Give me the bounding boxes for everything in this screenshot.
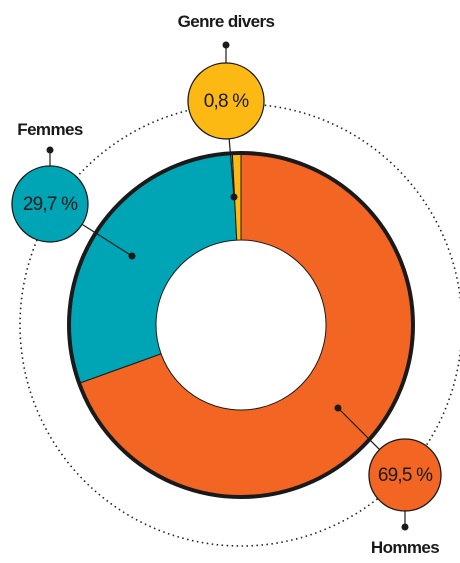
leader-dot bbox=[334, 404, 342, 412]
leader-dot bbox=[128, 252, 136, 260]
category-label: Femmes bbox=[17, 120, 83, 139]
value-bubble bbox=[368, 438, 442, 512]
category-label: Genre divers bbox=[178, 12, 275, 31]
annotations: 69,5 % Hommes 29,7 % Femmes 0,8 % Genre diver… bbox=[11, 12, 442, 557]
value-label: 29,7 % bbox=[23, 194, 78, 215]
label-dot bbox=[222, 41, 230, 49]
value-bubble bbox=[187, 62, 265, 140]
donut-segment bbox=[68, 152, 238, 384]
outer-ring bbox=[67, 151, 415, 499]
category-label: Hommes bbox=[371, 538, 439, 557]
label-dot bbox=[401, 523, 409, 531]
label-dot bbox=[46, 146, 54, 154]
value-label: 69,5 % bbox=[378, 465, 433, 486]
segments bbox=[68, 152, 414, 498]
value-bubble bbox=[11, 165, 89, 243]
leader-dot bbox=[230, 193, 238, 201]
value-label: 0,8 % bbox=[204, 91, 249, 112]
